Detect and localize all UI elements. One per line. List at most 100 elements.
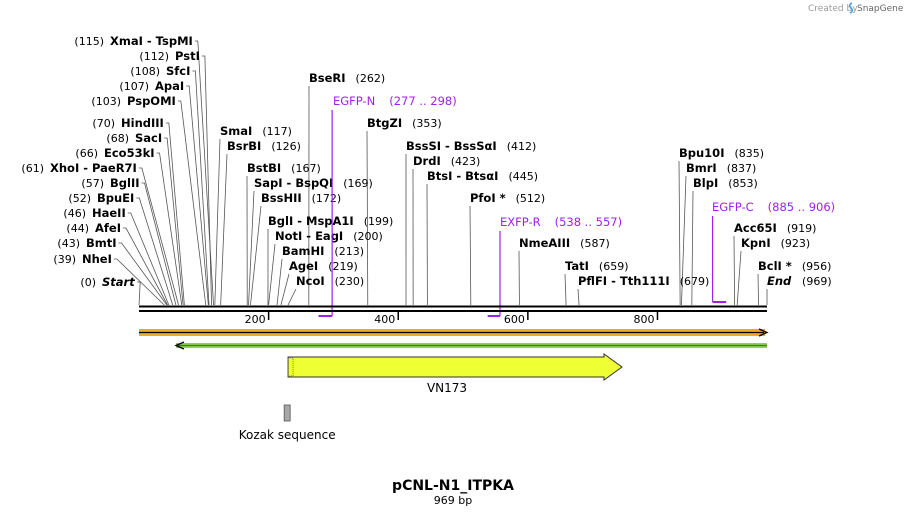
site-leader-line (250, 205, 262, 306)
site-position-label: (213) (334, 245, 364, 258)
site-saci: (68) SacI (106, 131, 162, 145)
sequence-backbone (139, 305, 767, 312)
primer-range-label: (277 .. 298) (389, 94, 457, 108)
site-name-label: HindIII (121, 116, 164, 130)
site-name-label: XmaI - TspMI (110, 34, 193, 48)
site-name-label: BtsI - BtsαI (427, 169, 498, 183)
site-nhei: (39) NheI (53, 252, 111, 266)
site-position-label: (117) (262, 125, 292, 138)
site-leader-line (136, 197, 174, 306)
site-leader-line (678, 160, 681, 306)
site-leader-line (248, 190, 255, 306)
site-name-label: BglI - MspA1I (268, 214, 354, 228)
site-bcli: BclI * (956) (758, 259, 831, 273)
site-leader-line (137, 281, 141, 306)
site-leader-lines (113, 40, 768, 306)
site-position-label: (412) (507, 140, 537, 153)
site-position-label: (108) (130, 65, 160, 78)
site-btgzi: BtgZI (353) (367, 116, 442, 130)
site-leader-line (186, 85, 209, 306)
site-leader-line (268, 243, 276, 306)
kozak-feature-label: Kozak sequence (239, 428, 336, 442)
site-name-label: BamHI (282, 244, 324, 258)
created-by-label: Created by (808, 4, 858, 14)
reverse-strand-arrow (174, 341, 767, 350)
site-leader-line (138, 167, 179, 306)
site-haeii: (46) HaeII (63, 206, 125, 220)
site-position-label: (70) (92, 117, 115, 130)
site-name-label: AfeI (95, 221, 121, 235)
primer-egfp-n: EGFP-N (277 .. 298) (318, 94, 457, 317)
site-leader-line (177, 100, 207, 306)
site-leader-line (276, 258, 283, 306)
site-name-label: BssHII (261, 191, 302, 205)
site-name-label: PspOMI (127, 94, 176, 108)
site-position-label: (423) (451, 155, 481, 168)
site-bsrbi: BsrBI (126) (227, 139, 301, 153)
site-position-label: (115) (74, 35, 104, 48)
site-bglii: (57) BglII (81, 176, 139, 190)
site-name-label: BmtI (86, 236, 117, 250)
site-leader-line (280, 273, 290, 306)
site-position-label: (262) (356, 72, 386, 85)
primer-range-label: (538 .. 557) (555, 215, 623, 229)
site-xmai: (115) XmaI - TspMI (74, 34, 192, 48)
site-sfci: (108) SfcI (130, 64, 190, 78)
site-leader-line (564, 273, 567, 306)
site-kpni: KpnI (923) (741, 236, 810, 250)
site-position-label: (353) (412, 117, 442, 130)
site-bmti: (43) BmtI (57, 236, 116, 250)
site-bpuei: (52) BpuEI (68, 191, 134, 205)
site-position-label: (52) (68, 192, 91, 205)
site-sapi: SapI - BspQI (169) (254, 176, 373, 190)
site-psti: (112) PstI (139, 49, 199, 63)
site-leader-line (366, 130, 369, 306)
site-position-label: (167) (291, 162, 321, 175)
site-name-label: NmeAIII (519, 236, 570, 250)
site-leader-line (127, 212, 170, 306)
primer-exfp-r: EXFP-R (538 .. 557) (487, 215, 623, 317)
site-position-label: (46) (63, 207, 86, 220)
site-position-label: (169) (343, 177, 373, 190)
site-name-label: Start (102, 275, 135, 289)
site-leader-line (165, 122, 185, 306)
restriction-sites: (0) Start (39) NheI(43) BmtI(44) AfeI (46) HaeI… (21, 34, 831, 289)
primer-name-label: EXFP-R (500, 215, 541, 229)
primer-egfp-c: EGFP-C (885 .. 906) (711, 200, 835, 303)
site-blpi: BlpI (853) (693, 176, 758, 190)
primer-name-label: EGFP-N (333, 94, 375, 108)
site-afei: (44) AfeI (66, 221, 121, 235)
site-position-label: (587) (580, 237, 610, 250)
site-name-label: SapI - BspQI (254, 176, 333, 190)
site-pfoi: PfoI * (512) (470, 191, 545, 205)
site-leader-line (194, 40, 214, 306)
site-name-label: SfcI (166, 64, 190, 78)
site-name-label: PfoI * (470, 191, 506, 205)
site-leader-line (733, 235, 735, 306)
site-position-label: (61) (21, 162, 44, 175)
vn173-feature-start-marker (287, 357, 294, 377)
site-leader-line (214, 138, 221, 306)
site-leader-line (469, 205, 472, 306)
site-leader-line (192, 70, 210, 306)
site-name-label: BssSI - BssSαI (406, 139, 497, 153)
site-position-label: (199) (364, 215, 394, 228)
site-bgli: BglI - MspA1I (199) (268, 214, 393, 228)
site-name-label: PflFI - Tth111I (578, 274, 670, 288)
site-name-label: Eco53kI (104, 146, 155, 160)
vn173-feature-arrow (287, 353, 623, 381)
site-leader-line (287, 288, 297, 306)
map-length: 969 bp (434, 494, 472, 507)
site-name-label: TatI (565, 259, 589, 273)
map-title: pCNL-N1_ITPKA (392, 478, 514, 494)
site-bpu10i: Bpu10I (835) (679, 146, 764, 160)
site-acc65i: Acc65I (919) (734, 221, 816, 235)
site-leader-line (691, 190, 694, 306)
site-position-label: (835) (734, 147, 764, 160)
kozak-feature-box (283, 404, 291, 422)
site-position-label: (853) (728, 177, 758, 190)
site-bstbi: BstBI (167) (247, 161, 321, 175)
site-position-label: (512) (516, 192, 546, 205)
site-position-label: (969) (802, 275, 832, 288)
site-pflfi: PflFI - Tth111I (679) (578, 274, 709, 288)
